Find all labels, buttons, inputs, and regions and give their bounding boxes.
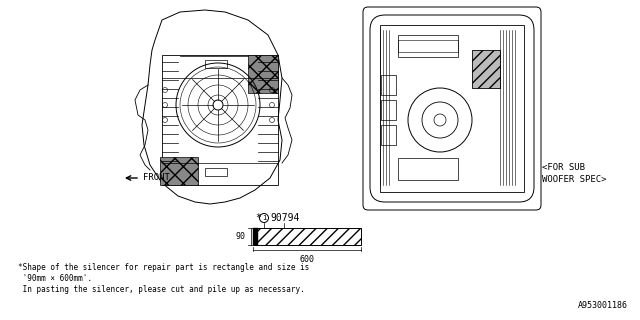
Text: '90mm × 600mm'.: '90mm × 600mm'. — [18, 274, 92, 283]
Text: 600: 600 — [300, 255, 314, 264]
Text: A953001186: A953001186 — [578, 301, 628, 310]
Bar — [381, 125, 396, 145]
Text: *Shape of the silencer for repair part is rectangle and size is: *Shape of the silencer for repair part i… — [18, 263, 309, 272]
Text: *: * — [255, 213, 261, 223]
Bar — [253, 228, 361, 245]
Bar — [205, 60, 227, 68]
Text: WOOFER SPEC>: WOOFER SPEC> — [542, 175, 607, 185]
Bar — [162, 55, 278, 185]
Bar — [380, 25, 524, 192]
Text: <FOR SUB: <FOR SUB — [542, 164, 585, 172]
Bar — [248, 55, 278, 93]
Text: 90: 90 — [235, 232, 245, 241]
Bar — [472, 50, 500, 88]
Bar — [398, 40, 458, 52]
Bar — [160, 157, 198, 185]
Text: FRONT: FRONT — [143, 173, 170, 182]
Text: 90794: 90794 — [270, 213, 300, 223]
Bar — [381, 75, 396, 95]
Bar — [253, 228, 258, 245]
Text: In pasting the silencer, please cut and pile up as necessary.: In pasting the silencer, please cut and … — [18, 285, 305, 294]
Bar — [398, 35, 458, 57]
Bar — [381, 100, 396, 120]
Text: 1: 1 — [262, 215, 266, 221]
Bar — [398, 158, 458, 180]
Bar — [205, 168, 227, 176]
